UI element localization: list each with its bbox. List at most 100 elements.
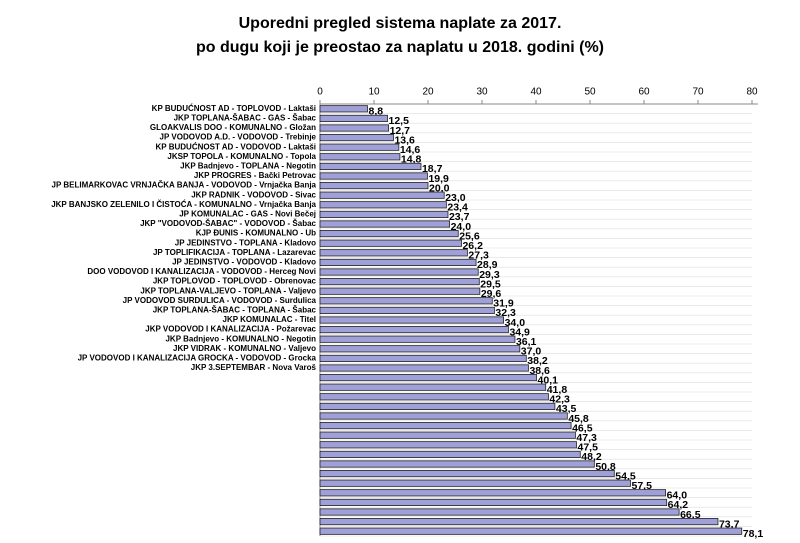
chart-title: po dugu koji je preostao za naplatu u 20… [196, 39, 604, 56]
bar [319, 345, 521, 353]
bar [319, 210, 449, 218]
bar [319, 143, 400, 151]
value-label: 29,5 [480, 278, 501, 290]
value-label: 78,1 [743, 528, 764, 540]
x-tick-label: 40 [530, 87, 542, 98]
y-tick-label: JP VODOVOD SURDULICA - VODOVOD - Surduli… [123, 296, 317, 305]
bar [319, 479, 631, 487]
y-tick-label: JP KOMUNALAC - GAS - Novi Bečej [179, 210, 316, 219]
value-label: 34,0 [505, 317, 526, 329]
y-tick-label: JKP Badnjevo - TOPLANA - Negotin [180, 162, 316, 171]
value-label: 14,8 [401, 154, 422, 166]
bar [319, 527, 743, 535]
value-label: 66,5 [680, 509, 701, 521]
value-label: 42,3 [549, 394, 570, 406]
bar [319, 239, 462, 247]
value-label: 25,6 [459, 230, 480, 242]
bar [319, 460, 595, 468]
bar [319, 230, 459, 238]
y-tick-label: JKP VODOVOD I KANALIZACIJA - Požarevac [145, 325, 316, 334]
value-label: 48,2 [581, 451, 602, 463]
bar [319, 249, 468, 257]
value-label: 64,2 [668, 499, 689, 511]
bar [319, 182, 429, 190]
value-label: 57,5 [632, 480, 653, 492]
y-tick-label: JKP 3.SEPTEMBAR - Nova Varoš [191, 363, 317, 372]
x-tick-label: 0 [317, 87, 323, 98]
value-label: 32,3 [495, 307, 516, 319]
bar [319, 153, 401, 161]
bar [319, 278, 480, 286]
x-tick-label: 80 [746, 87, 758, 98]
value-label: 18,7 [422, 163, 443, 175]
bar [319, 364, 529, 372]
value-label: 23,0 [445, 192, 466, 204]
value-label: 27,3 [468, 250, 489, 262]
y-tick-label: JKP TOPLOVOD - TOPLOVOD - Obrenovac [153, 277, 317, 286]
y-tick-label: JKSP TOPOLA - KOMUNALNO - Topola [167, 152, 316, 161]
bar [319, 258, 477, 266]
value-label: 73,7 [719, 518, 740, 530]
bar [319, 518, 719, 526]
bar [319, 450, 581, 458]
value-label: 31,9 [493, 298, 514, 310]
y-tick-label: GLOAKVALIS DOO - KOMUNALNO - Gložan [150, 123, 316, 132]
value-label: 24,0 [451, 221, 472, 233]
y-tick-label: JKP PROGRES - Bački Petrovac [194, 171, 317, 180]
bar [319, 508, 680, 516]
bar [319, 105, 368, 113]
y-tick-label: JP BELIMARKOVAC VRNJAČKA BANJA - VODOVOD… [52, 181, 317, 190]
x-tick-label: 30 [476, 87, 488, 98]
chart-title: Uporedni pregled sistema naplate za 2017… [239, 15, 562, 32]
bar [319, 431, 576, 439]
value-label: 47,3 [576, 432, 597, 444]
y-tick-label: JP JEDINSTVO - VODOVOD - Kladovo [172, 258, 316, 267]
bar [319, 374, 537, 382]
bar [319, 393, 549, 401]
bar [319, 422, 572, 430]
value-label: 37,0 [521, 346, 542, 358]
y-tick-label: KP BUDUĆNOST AD - TOPLOVOD - Laktaši [152, 104, 316, 113]
value-label: 29,3 [479, 269, 500, 281]
bar [319, 162, 422, 170]
y-tick-label: JP JEDINSTVO - TOPLANA - Kladovo [175, 238, 316, 247]
y-tick-label: DOO VODOVOD I KANALIZACIJA - VODOVOD - H… [87, 267, 316, 276]
value-label: 20,0 [429, 182, 450, 194]
value-label: 38,2 [527, 355, 548, 367]
value-label: 13,6 [394, 134, 415, 146]
y-tick-label: JKP Badnjevo - KOMUNALNO - Negotin [165, 334, 316, 343]
value-label: 54,5 [615, 470, 636, 482]
bar [319, 335, 516, 343]
y-tick-label: JKP VIDRAK - KOMUNALNO - Valjevo [173, 344, 316, 353]
value-label: 12,7 [390, 125, 411, 137]
bar [319, 287, 481, 295]
value-label: 47,5 [578, 442, 599, 454]
value-label: 23,7 [449, 211, 470, 223]
x-tick-label: 50 [584, 87, 596, 98]
bar [319, 383, 547, 391]
y-tick-label: JP VODOVOD A.D. - VODOVOD - Trebinje [160, 133, 317, 142]
value-label: 28,9 [477, 259, 498, 271]
bar [319, 470, 615, 478]
y-tick-label: JKP TOPLANA-ŠABAC - TOPLANA - Šabac [153, 306, 317, 315]
value-label: 38,6 [529, 365, 550, 377]
value-label: 43,5 [556, 403, 577, 415]
value-label: 29,6 [481, 288, 502, 300]
bar [319, 220, 451, 228]
y-tick-label: JKP BANJSKO ZELENILO I ČISTOĆA - KOMUNAL… [51, 200, 316, 209]
x-tick-label: 10 [368, 87, 380, 98]
bar [319, 316, 505, 324]
bar [319, 191, 445, 199]
y-tick-label: JP TOPLIFIKACIJA - TOPLANA - Lazarevac [153, 248, 317, 257]
bar [319, 124, 389, 132]
value-label: 12,5 [389, 115, 410, 127]
bar [319, 402, 556, 410]
value-label: 8,8 [369, 106, 384, 118]
bar [319, 354, 527, 362]
y-tick-label: JP VODOVOD I KANALIZACIJA GROCKA - VODOV… [78, 354, 317, 363]
bar [319, 489, 667, 497]
bar [319, 326, 509, 334]
x-tick-label: 20 [422, 87, 434, 98]
value-label: 19,9 [428, 173, 449, 185]
